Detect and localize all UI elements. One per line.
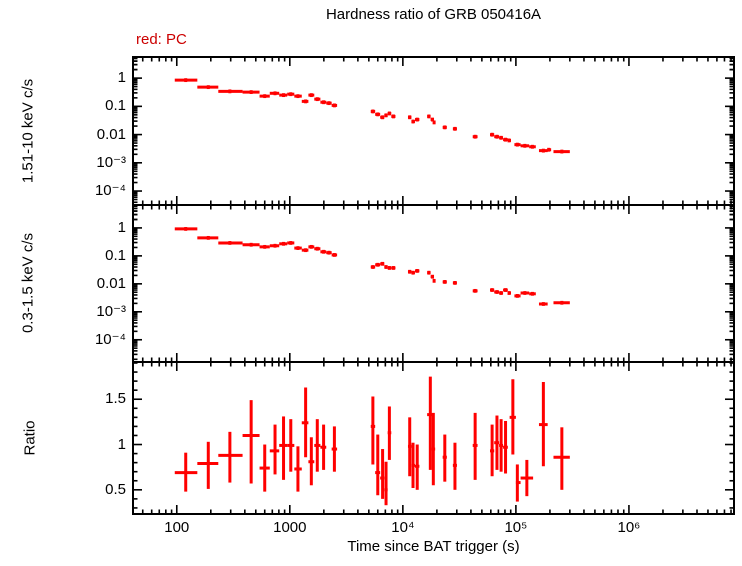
tick-label: 0.1 bbox=[105, 246, 126, 264]
tick-label: 10⁵ bbox=[504, 519, 528, 536]
series-ratio-points bbox=[174, 376, 570, 506]
tick-label: 0.1 bbox=[105, 97, 126, 115]
panel-hard-frame bbox=[132, 56, 735, 206]
tick-label: 1 bbox=[117, 218, 126, 236]
y-axis-label-ratio: Ratio bbox=[21, 420, 39, 456]
tick-label: 10⁴ bbox=[391, 519, 415, 536]
tick-label: 10⁻³ bbox=[96, 153, 126, 171]
tick-label: 0.01 bbox=[96, 274, 126, 292]
tick-label: 1000 bbox=[273, 519, 307, 536]
x-axis-label: Time since BAT trigger (s) bbox=[347, 538, 520, 555]
tick-label: 1.5 bbox=[105, 390, 126, 408]
y-axis-label-soft: 0.3-1.5 keV c/s bbox=[19, 232, 37, 334]
panel-ratio-frame bbox=[132, 361, 735, 515]
series-soft-points bbox=[174, 227, 570, 306]
plot-title: Hardness ratio of GRB 050416A bbox=[325, 6, 542, 23]
tick-label: 0.5 bbox=[105, 480, 126, 498]
tick-label: 10⁻⁴ bbox=[94, 330, 126, 348]
tick-label: 10⁶ bbox=[617, 519, 641, 536]
panel-soft-frame bbox=[132, 204, 735, 363]
tick-label: 10⁻⁴ bbox=[94, 182, 126, 200]
y-axis-label-hard: 1.51-10 keV c/s bbox=[19, 78, 37, 184]
legend-pc-label: red: PC bbox=[136, 31, 187, 48]
series-hard-points bbox=[174, 78, 570, 154]
tick-label: 0.01 bbox=[96, 125, 126, 143]
tick-label: 1 bbox=[117, 435, 126, 453]
tick-label: 10⁻³ bbox=[96, 302, 126, 320]
tick-label: 100 bbox=[164, 519, 190, 536]
tick-label: 1 bbox=[117, 69, 126, 87]
